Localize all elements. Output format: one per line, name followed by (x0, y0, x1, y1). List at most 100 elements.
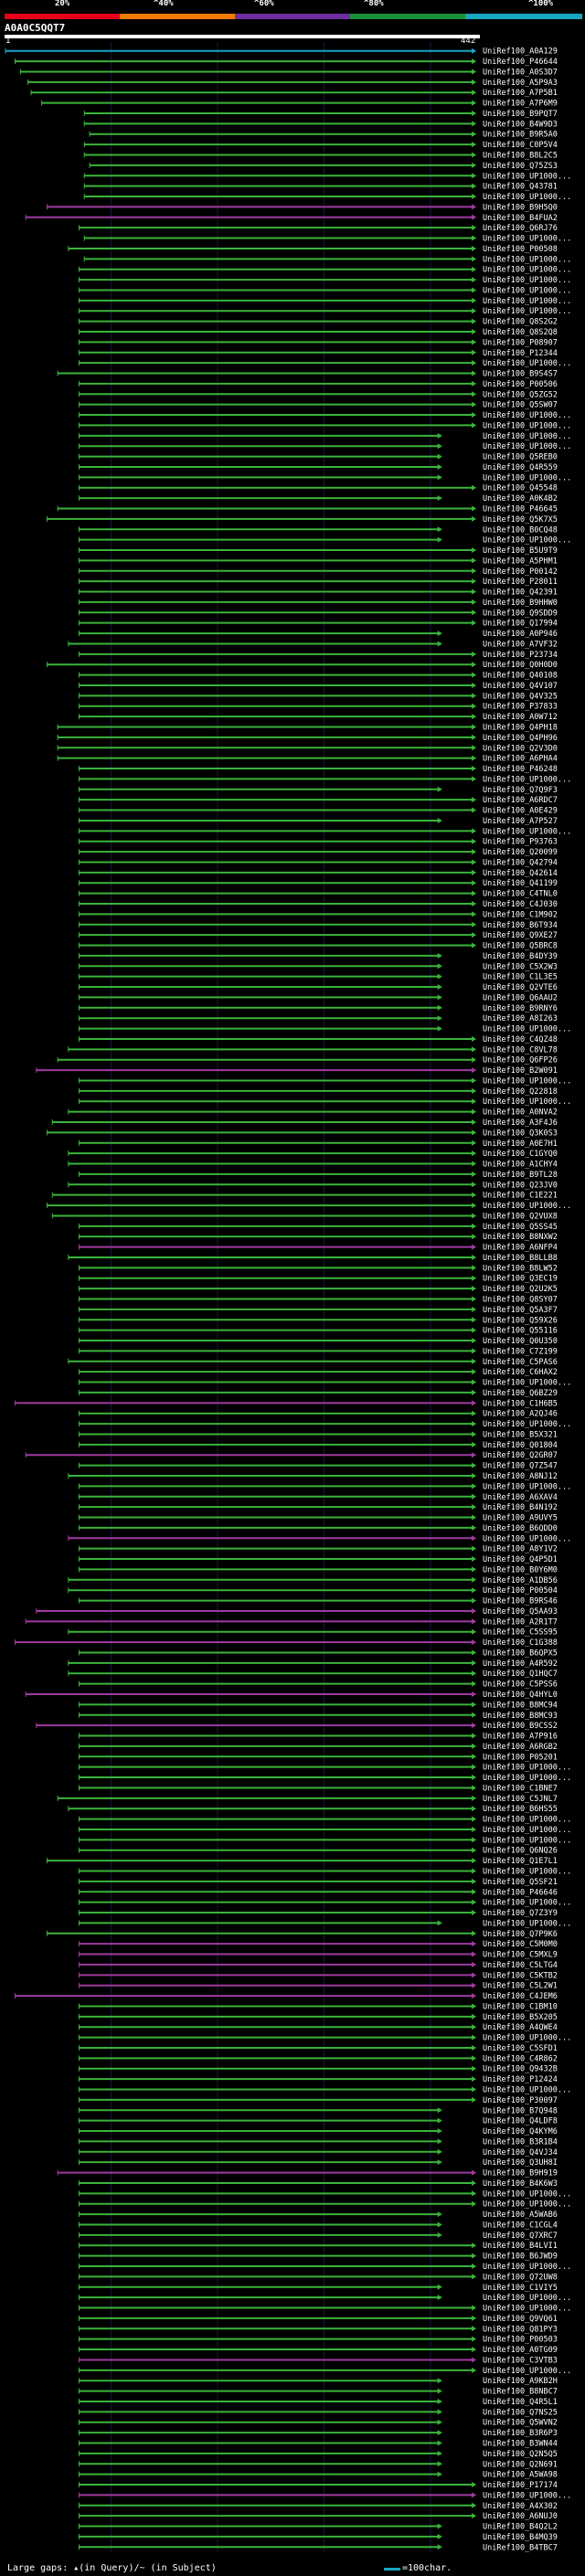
hit-label[interactable]: UniRef100_Q7NS25 (483, 2408, 558, 2417)
hit-label[interactable]: UniRef100_A7VF32 (483, 640, 558, 649)
hit-label[interactable]: UniRef100_Q6BZ29 (483, 1389, 558, 1398)
hit-label[interactable]: UniRef100_C5SS95 (483, 1628, 558, 1638)
hit-label[interactable]: UniRef100_B2W091 (483, 1066, 558, 1076)
hit-label[interactable]: UniRef100_C1VIY5 (483, 2284, 558, 2293)
hit-label[interactable]: UniRef100_Q9SDD9 (483, 609, 558, 618)
hit-label[interactable]: UniRef100_A6NUJ0 (483, 2512, 558, 2521)
hit-label[interactable]: UniRef100_Q7XRC7 (483, 2231, 558, 2241)
hit-label[interactable]: UniRef100_A0E7H1 (483, 1140, 558, 1149)
hit-label[interactable]: UniRef100_Q5A3F7 (483, 1306, 558, 1315)
hit-label[interactable]: UniRef100_Q72UW8 (483, 2273, 558, 2282)
hit-label[interactable]: UniRef100_Q2N5Q5 (483, 2450, 558, 2459)
hit-label[interactable]: UniRef100_UP1000... (483, 359, 571, 368)
hit-label[interactable]: UniRef100_B3R1B4 (483, 2137, 558, 2147)
hit-label[interactable]: UniRef100_UP1000... (483, 297, 571, 306)
hit-label[interactable]: UniRef100_UP1000... (483, 2034, 571, 2043)
hit-label[interactable]: UniRef100_A6RDC7 (483, 796, 558, 805)
hit-label[interactable]: UniRef100_B9H5Q0 (483, 203, 558, 212)
hit-label[interactable]: UniRef100_A6NFP4 (483, 1244, 558, 1253)
hit-label[interactable]: UniRef100_Q8SY07 (483, 1296, 558, 1305)
hit-label[interactable]: UniRef100_Q8S2Q8 (483, 328, 558, 337)
hit-label[interactable]: UniRef100_C1BNE7 (483, 1784, 558, 1793)
hit-label[interactable]: UniRef100_UP1000... (483, 1836, 571, 1845)
hit-label[interactable]: UniRef100_P12344 (483, 349, 558, 358)
hit-label[interactable]: UniRef100_Q4HYL0 (483, 1691, 558, 1700)
hit-label[interactable]: UniRef100_B4TBC7 (483, 2543, 558, 2552)
hit-label[interactable]: UniRef100_Q2GR07 (483, 1451, 558, 1460)
hit-label[interactable]: UniRef100_B4W9D3 (483, 120, 558, 129)
hit-label[interactable]: UniRef100_UP1000... (483, 2305, 571, 2314)
hit-label[interactable]: UniRef100_B6QDD0 (483, 1524, 558, 1533)
hit-label[interactable]: UniRef100_Q6AAU2 (483, 993, 558, 1002)
hit-label[interactable]: UniRef100_UP1000... (483, 1097, 571, 1107)
hit-label[interactable]: UniRef100_A7P916 (483, 1733, 558, 1742)
hit-label[interactable]: UniRef100_A6RGB2 (483, 1743, 558, 1752)
hit-label[interactable]: UniRef100_UP1000... (483, 2189, 571, 2199)
hit-label[interactable]: UniRef100_Q9432B (483, 2065, 558, 2074)
hit-label[interactable]: UniRef100_UP1000... (483, 266, 571, 275)
hit-label[interactable]: UniRef100_UP1000... (483, 193, 571, 202)
hit-label[interactable]: UniRef100_Q2U2K5 (483, 1285, 558, 1294)
hit-label[interactable]: UniRef100_Q7Q9F3 (483, 786, 558, 795)
hit-label[interactable]: UniRef100_UP1000... (483, 235, 571, 244)
hit-label[interactable]: UniRef100_B9HHW0 (483, 599, 558, 608)
hit-label[interactable]: UniRef100_C5JNL7 (483, 1795, 558, 1804)
hit-label[interactable]: UniRef100_P00503 (483, 2336, 558, 2345)
hit-label[interactable]: UniRef100_P30097 (483, 2096, 558, 2105)
hit-label[interactable]: UniRef100_B8NBC7 (483, 2388, 558, 2397)
hit-label[interactable]: UniRef100_P00506 (483, 380, 558, 389)
hit-label[interactable]: UniRef100_UP1000... (483, 255, 571, 264)
hit-label[interactable]: UniRef100_C4TNL0 (483, 890, 558, 899)
hit-label[interactable]: UniRef100_Q01804 (483, 1441, 558, 1450)
hit-label[interactable]: UniRef100_UP1000... (483, 307, 571, 316)
hit-label[interactable]: UniRef100_B4Q2L2 (483, 2523, 558, 2532)
hit-label[interactable]: UniRef100_B9TL28 (483, 1171, 558, 1180)
hit-label[interactable]: UniRef100_B4DY39 (483, 952, 558, 961)
hit-label[interactable]: UniRef100_Q42391 (483, 588, 558, 598)
hit-label[interactable]: UniRef100_C1CGL4 (483, 2221, 558, 2230)
hit-label[interactable]: UniRef100_A8Y1V2 (483, 1545, 558, 1554)
hit-label[interactable]: UniRef100_Q5SS45 (483, 1223, 558, 1232)
hit-label[interactable]: UniRef100_Q6RJ76 (483, 224, 558, 233)
hit-label[interactable]: UniRef100_B8L2C5 (483, 152, 558, 161)
hit-label[interactable]: UniRef100_Q4P5D1 (483, 1555, 558, 1564)
hit-label[interactable]: UniRef100_B4K6W3 (483, 2179, 558, 2189)
hit-label[interactable]: UniRef100_P05201 (483, 1753, 558, 1762)
hit-label[interactable]: UniRef100_C4J030 (483, 900, 558, 909)
hit-label[interactable]: UniRef100_Q7Z547 (483, 1462, 558, 1471)
hit-label[interactable]: UniRef100_A2QJ46 (483, 1410, 558, 1419)
hit-label[interactable]: UniRef100_B0Y6M0 (483, 1565, 558, 1574)
hit-label[interactable]: UniRef100_B4LVI1 (483, 2242, 558, 2251)
hit-label[interactable]: UniRef100_B9PQT7 (483, 110, 558, 119)
hit-label[interactable]: UniRef100_P00142 (483, 567, 558, 577)
hit-label[interactable]: UniRef100_Q0H0D0 (483, 661, 558, 670)
hit-label[interactable]: UniRef100_UP1000... (483, 1420, 571, 1429)
hit-label[interactable]: UniRef100_Q8S2G2 (483, 318, 558, 327)
hit-label[interactable]: UniRef100_C6HAX2 (483, 1368, 558, 1377)
hit-label[interactable]: UniRef100_P46248 (483, 765, 558, 774)
hit-label[interactable]: UniRef100_Q6NQ26 (483, 1847, 558, 1856)
hit-label[interactable]: UniRef100_B5X321 (483, 1430, 558, 1439)
hit-label[interactable]: UniRef100_A9UVY5 (483, 1514, 558, 1523)
hit-label[interactable]: UniRef100_UP1000... (483, 2200, 571, 2210)
hit-label[interactable]: UniRef100_P46645 (483, 504, 558, 514)
hit-label[interactable]: UniRef100_B3WN44 (483, 2439, 558, 2448)
hit-label[interactable]: UniRef100_UP1000... (483, 1816, 571, 1825)
hit-label[interactable]: UniRef100_C5KTB2 (483, 1971, 558, 1980)
hit-label[interactable]: UniRef100_Q59X26 (483, 1316, 558, 1325)
hit-label[interactable]: UniRef100_B6HS55 (483, 1805, 558, 1814)
hit-label[interactable]: UniRef100_A3F4J6 (483, 1118, 558, 1128)
hit-label[interactable]: UniRef100_C1G388 (483, 1638, 558, 1648)
hit-label[interactable]: UniRef100_A4R592 (483, 1659, 558, 1669)
hit-label[interactable]: UniRef100_UP1000... (483, 2294, 571, 2303)
hit-label[interactable]: UniRef100_Q22818 (483, 1087, 558, 1097)
hit-label[interactable]: UniRef100_A5P9A3 (483, 79, 558, 88)
hit-label[interactable]: UniRef100_B9R5A0 (483, 131, 558, 140)
hit-label[interactable]: UniRef100_Q17994 (483, 620, 558, 629)
hit-label[interactable]: UniRef100_C1M902 (483, 910, 558, 919)
hit-label[interactable]: UniRef100_P37833 (483, 703, 558, 712)
hit-label[interactable]: UniRef100_P00508 (483, 245, 558, 254)
hit-label[interactable]: UniRef100_B3R6P3 (483, 2429, 558, 2438)
hit-label[interactable]: UniRef100_B6JWD9 (483, 2253, 558, 2262)
hit-label[interactable]: UniRef100_Q2V3D0 (483, 744, 558, 753)
